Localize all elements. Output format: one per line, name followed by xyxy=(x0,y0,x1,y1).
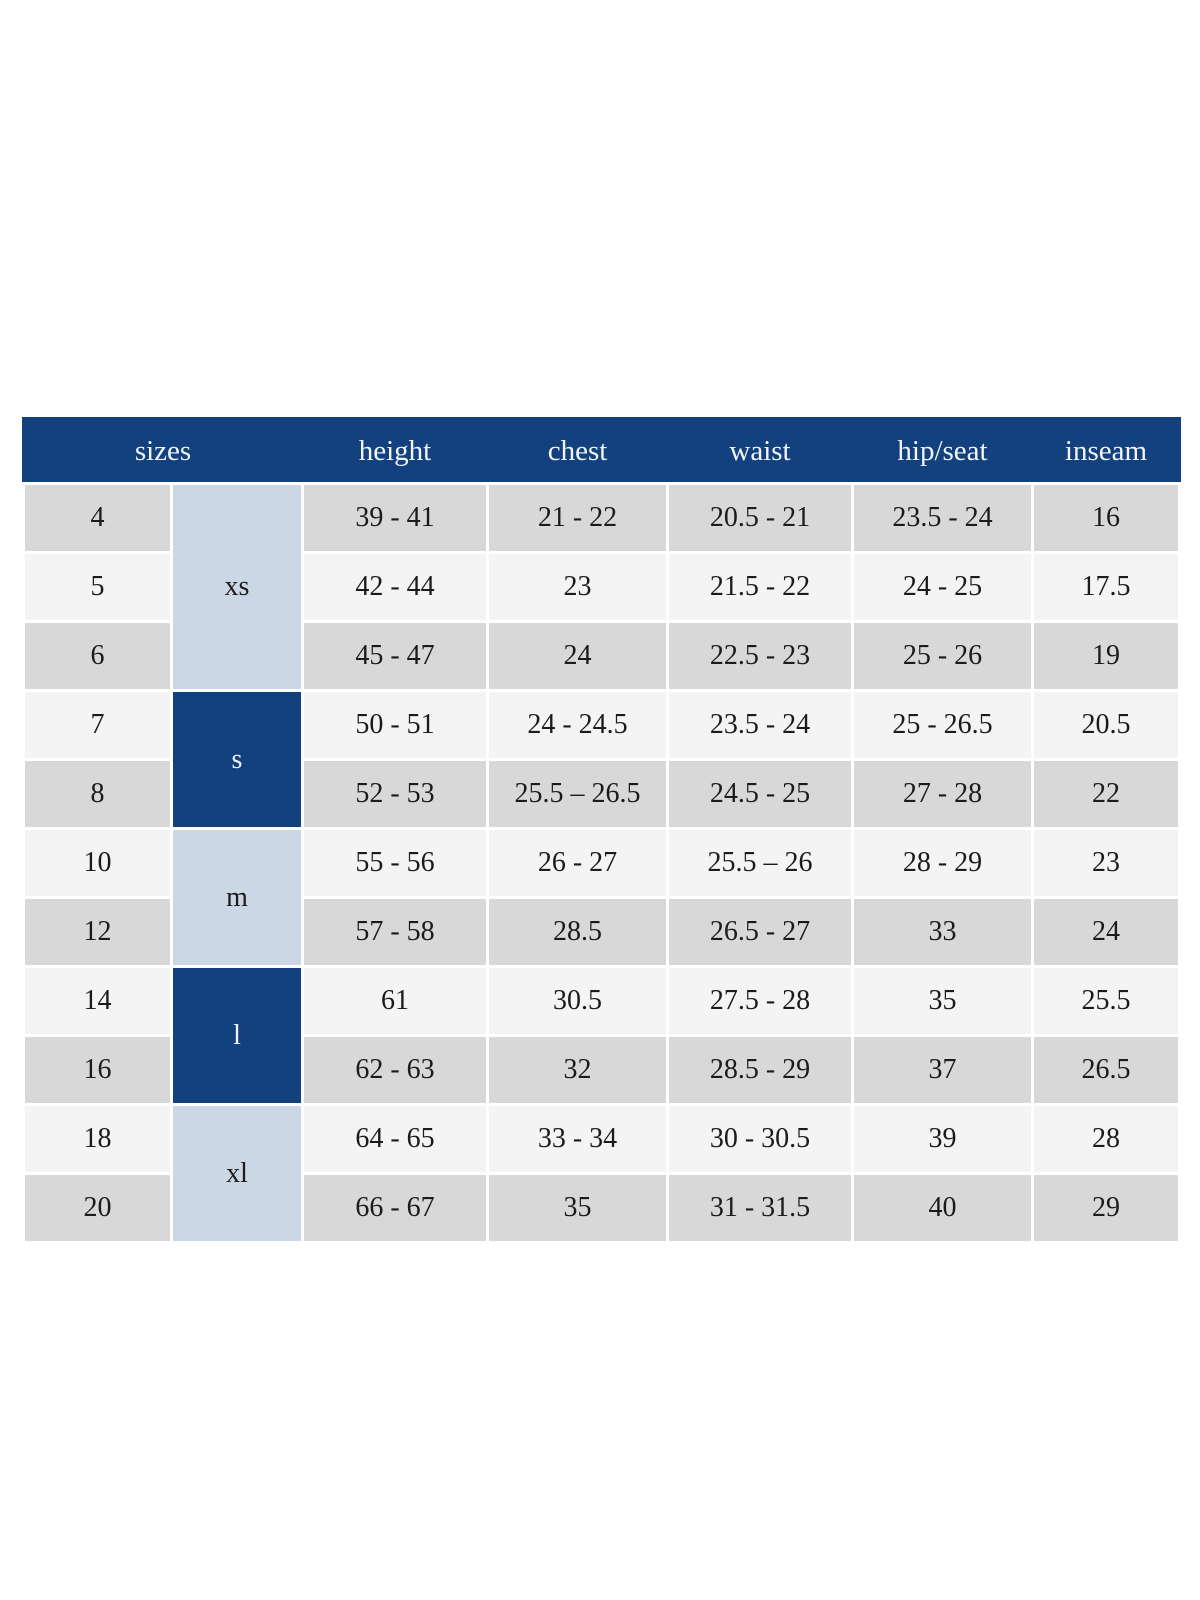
table-row-size-8: 8 52 - 53 25.5 – 26.5 24.5 - 25 27 - 28 … xyxy=(22,758,1181,830)
table-row-size-10: 10 m 55 - 56 26 - 27 25.5 – 26 28 - 29 2… xyxy=(22,827,1181,968)
chest-cell: 32 xyxy=(486,1034,669,1106)
waist-cell: 20.5 - 21 xyxy=(666,482,854,554)
hip-seat-cell: 27 - 28 xyxy=(851,758,1034,830)
hip-seat-cell: 40 xyxy=(851,1172,1034,1244)
chest-cell: 35 xyxy=(486,1172,669,1244)
column-header-sizes: sizes xyxy=(22,417,304,485)
table-row-size-14: 14 l 61 30.5 27.5 - 28 35 25.5 xyxy=(22,965,1181,1106)
hip-seat-cell: 23.5 - 24 xyxy=(851,482,1034,554)
waist-cell: 31 - 31.5 xyxy=(666,1172,854,1244)
size-value-cell: 18 xyxy=(22,1103,173,1175)
inseam-cell: 20.5 xyxy=(1031,689,1181,761)
size-value-cell: 16 xyxy=(22,1034,173,1106)
height-cell: 45 - 47 xyxy=(301,620,489,692)
column-header-inseam: inseam xyxy=(1031,417,1181,485)
chest-cell: 30.5 xyxy=(486,965,669,1037)
waist-cell: 23.5 - 24 xyxy=(666,689,854,761)
size-value-cell: 5 xyxy=(22,551,173,623)
size-group-cell-l: l xyxy=(170,965,304,1106)
waist-cell: 27.5 - 28 xyxy=(666,965,854,1037)
hip-seat-cell: 39 xyxy=(851,1103,1034,1175)
waist-cell: 25.5 – 26 xyxy=(666,827,854,899)
chest-cell: 33 - 34 xyxy=(486,1103,669,1175)
table-row-size-20: 20 66 - 67 35 31 - 31.5 40 29 xyxy=(22,1172,1181,1244)
height-cell: 62 - 63 xyxy=(301,1034,489,1106)
waist-cell: 24.5 - 25 xyxy=(666,758,854,830)
height-cell: 57 - 58 xyxy=(301,896,489,968)
header-row: sizes height chest waist hip/seat inseam xyxy=(22,417,1181,485)
table-row-size-6: 6 45 - 47 24 22.5 - 23 25 - 26 19 xyxy=(22,620,1181,692)
column-header-hip-seat: hip/seat xyxy=(851,417,1034,485)
hip-seat-cell: 25 - 26.5 xyxy=(851,689,1034,761)
height-cell: 52 - 53 xyxy=(301,758,489,830)
height-cell: 42 - 44 xyxy=(301,551,489,623)
column-header-chest: chest xyxy=(486,417,669,485)
size-value-cell: 8 xyxy=(22,758,173,830)
chest-cell: 21 - 22 xyxy=(486,482,669,554)
chest-cell: 26 - 27 xyxy=(486,827,669,899)
size-group-cell-m: m xyxy=(170,827,304,968)
height-cell: 50 - 51 xyxy=(301,689,489,761)
waist-cell: 26.5 - 27 xyxy=(666,896,854,968)
size-value-cell: 14 xyxy=(22,965,173,1037)
waist-cell: 28.5 - 29 xyxy=(666,1034,854,1106)
table-row-size-4: 4 xs 39 - 41 21 - 22 20.5 - 21 23.5 - 24… xyxy=(22,482,1181,692)
height-cell: 39 - 41 xyxy=(301,482,489,554)
inseam-cell: 26.5 xyxy=(1031,1034,1181,1106)
inseam-cell: 17.5 xyxy=(1031,551,1181,623)
waist-cell: 21.5 - 22 xyxy=(666,551,854,623)
table-row-size-16: 16 62 - 63 32 28.5 - 29 37 26.5 xyxy=(22,1034,1181,1106)
size-value-cell: 4 xyxy=(22,482,173,554)
chest-cell: 25.5 – 26.5 xyxy=(486,758,669,830)
waist-cell: 22.5 - 23 xyxy=(666,620,854,692)
table-row-size-18: 18 xl 64 - 65 33 - 34 30 - 30.5 39 28 xyxy=(22,1103,1181,1244)
hip-seat-cell: 33 xyxy=(851,896,1034,968)
inseam-cell: 29 xyxy=(1031,1172,1181,1244)
size-group-cell-s: s xyxy=(170,689,304,830)
table-row-size-7: 7 s 50 - 51 24 - 24.5 23.5 - 24 25 - 26.… xyxy=(22,689,1181,830)
size-chart-body: 4 xs 39 - 41 21 - 22 20.5 - 21 23.5 - 24… xyxy=(22,482,1181,1244)
height-cell: 66 - 67 xyxy=(301,1172,489,1244)
inseam-cell: 16 xyxy=(1031,482,1181,554)
inseam-cell: 19 xyxy=(1031,620,1181,692)
waist-cell: 30 - 30.5 xyxy=(666,1103,854,1175)
hip-seat-cell: 35 xyxy=(851,965,1034,1037)
hip-seat-cell: 37 xyxy=(851,1034,1034,1106)
chest-cell: 23 xyxy=(486,551,669,623)
hip-seat-cell: 25 - 26 xyxy=(851,620,1034,692)
column-header-height: height xyxy=(301,417,489,485)
height-cell: 61 xyxy=(301,965,489,1037)
size-value-cell: 10 xyxy=(22,827,173,899)
size-value-cell: 12 xyxy=(22,896,173,968)
inseam-cell: 28 xyxy=(1031,1103,1181,1175)
size-group-cell-xl: xl xyxy=(170,1103,304,1244)
inseam-cell: 22 xyxy=(1031,758,1181,830)
inseam-cell: 24 xyxy=(1031,896,1181,968)
size-group-cell-xs: xs xyxy=(170,482,304,692)
size-chart-table: sizes height chest waist hip/seat inseam… xyxy=(22,417,1181,1244)
hip-seat-cell: 28 - 29 xyxy=(851,827,1034,899)
inseam-cell: 23 xyxy=(1031,827,1181,899)
height-cell: 55 - 56 xyxy=(301,827,489,899)
size-value-cell: 20 xyxy=(22,1172,173,1244)
size-value-cell: 6 xyxy=(22,620,173,692)
chest-cell: 24 - 24.5 xyxy=(486,689,669,761)
size-chart-header: sizes height chest waist hip/seat inseam xyxy=(22,417,1181,485)
table-row-size-5: 5 42 - 44 23 21.5 - 22 24 - 25 17.5 xyxy=(22,551,1181,623)
height-cell: 64 - 65 xyxy=(301,1103,489,1175)
table-row-size-12: 12 57 - 58 28.5 26.5 - 27 33 24 xyxy=(22,896,1181,968)
chest-cell: 28.5 xyxy=(486,896,669,968)
size-value-cell: 7 xyxy=(22,689,173,761)
hip-seat-cell: 24 - 25 xyxy=(851,551,1034,623)
column-header-waist: waist xyxy=(666,417,854,485)
chest-cell: 24 xyxy=(486,620,669,692)
inseam-cell: 25.5 xyxy=(1031,965,1181,1037)
